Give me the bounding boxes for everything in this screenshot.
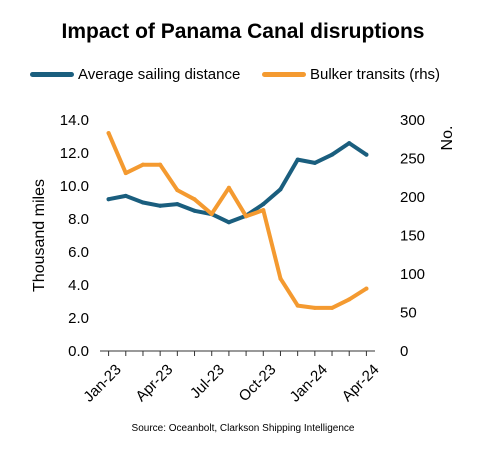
y-left-tick-label: 14.0 [60, 112, 89, 129]
x-tick-label: Apr-24 [339, 361, 383, 405]
y-left-tick-label: 4.0 [68, 277, 89, 294]
data-point-average-sailing-distance [175, 202, 180, 207]
data-point-bulker-transits [244, 214, 249, 219]
data-point-bulker-transits [158, 162, 163, 167]
x-tick-label: Apr-23 [132, 361, 176, 405]
series-layer [106, 131, 369, 310]
data-point-bulker-transits [364, 286, 369, 291]
data-point-bulker-transits [261, 208, 266, 213]
y-right-tick-label: 150 [400, 228, 425, 245]
y-right-tick-label: 50 [400, 305, 417, 322]
data-point-bulker-transits [123, 171, 128, 176]
data-point-average-sailing-distance [312, 160, 317, 165]
x-tick-label: Oct-23 [236, 361, 280, 405]
legend-item-bulker-transits: Bulker transits (rhs) [262, 66, 440, 83]
legend-swatch-bulker-transits [262, 72, 306, 77]
y-right-tick-label: 0 [400, 343, 408, 360]
series-line-average-sailing-distance [106, 141, 369, 225]
data-point-bulker-transits [330, 305, 335, 310]
data-point-bulker-transits [347, 297, 352, 302]
data-point-bulker-transits [226, 185, 231, 190]
series-line-bulker-transits [106, 131, 369, 310]
legend-item-average-sailing-distance: Average sailing distance [30, 66, 240, 83]
data-point-average-sailing-distance [364, 152, 369, 157]
data-point-average-sailing-distance [106, 197, 111, 202]
data-point-bulker-transits [175, 188, 180, 193]
data-point-bulker-transits [295, 303, 300, 308]
data-point-average-sailing-distance [192, 208, 197, 213]
y-right-tick-label: 250 [400, 151, 425, 168]
y-left-tick-label: 6.0 [68, 244, 89, 261]
chart-title: Impact of Panama Canal disruptions [61, 20, 425, 43]
y-left-tick-label: 8.0 [68, 211, 89, 228]
labels-layer: Jan-23 Apr-23 Jul-23 Oct-23 Jan-24 Apr-24 0.0 2… [31, 112, 456, 406]
y-left-axis-title: Thousand miles [31, 179, 48, 292]
legend-swatch-average-sailing-distance [30, 72, 74, 77]
data-point-bulker-transits [312, 305, 317, 310]
source-note: Source: Oceanbolt, Clarkson Shipping Int… [131, 423, 355, 434]
y-left-tick-label: 0.0 [68, 343, 89, 360]
y-right-tick-label: 300 [400, 112, 425, 129]
data-point-average-sailing-distance [158, 203, 163, 208]
y-left-tick-label: 12.0 [60, 145, 89, 162]
data-point-average-sailing-distance [278, 187, 283, 192]
y-right-tick-label: 200 [400, 189, 425, 206]
y-left-tick-label: 2.0 [68, 310, 89, 327]
data-point-average-sailing-distance [347, 141, 352, 146]
data-point-average-sailing-distance [140, 200, 145, 205]
y-right-tick-label: 100 [400, 266, 425, 283]
x-tick-label: Jul-23 [187, 361, 228, 402]
x-tick-label: Jan-23 [80, 361, 124, 405]
data-point-average-sailing-distance [123, 193, 128, 198]
data-point-average-sailing-distance [295, 157, 300, 162]
data-point-bulker-transits [106, 131, 111, 136]
x-tick-label: Jan-24 [287, 361, 331, 405]
y-right-axis-title: No. [439, 126, 456, 151]
data-point-bulker-transits [209, 211, 214, 216]
data-point-average-sailing-distance [261, 202, 266, 207]
axes-layer [100, 350, 375, 356]
data-point-bulker-transits [278, 276, 283, 281]
data-point-bulker-transits [140, 162, 145, 167]
legend-label-bulker-transits: Bulker transits (rhs) [310, 66, 441, 83]
data-point-bulker-transits [192, 197, 197, 202]
data-point-average-sailing-distance [330, 152, 335, 157]
y-left-tick-label: 10.0 [60, 178, 89, 195]
data-point-average-sailing-distance [226, 220, 231, 225]
legend: Average sailing distance Bulker transits… [0, 66, 486, 90]
legend-label-average-sailing-distance: Average sailing distance [78, 66, 241, 83]
